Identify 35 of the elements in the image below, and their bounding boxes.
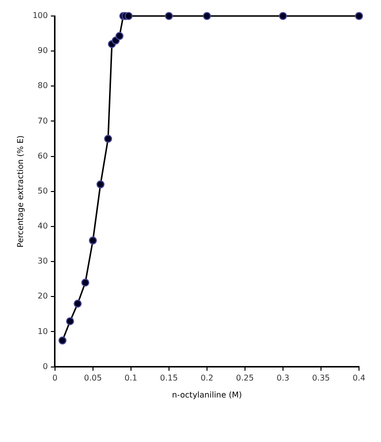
point <box>96 180 104 188</box>
point <box>58 336 66 344</box>
y-tick-label: 100 <box>32 11 48 20</box>
y-tick-label: 90 <box>38 46 48 56</box>
y-tick-label: 80 <box>38 81 48 90</box>
point <box>116 32 124 40</box>
point <box>66 317 74 326</box>
x-tick-label: 0.05 <box>84 374 102 383</box>
y-tick-label: 70 <box>38 116 48 126</box>
point <box>74 300 82 308</box>
x-tick-label: 0.4 <box>352 374 366 383</box>
y-tick-label: 0 <box>42 362 48 371</box>
x-tick-label: 0.35 <box>312 374 330 383</box>
x-tick-label: 0.25 <box>236 374 254 383</box>
x-tick-label: 0.3 <box>276 374 290 383</box>
x-tick-label: 0 <box>52 374 58 383</box>
y-tick-label: 50 <box>38 186 48 196</box>
x-tick-label: 0.15 <box>160 374 178 383</box>
y-tick-label: 60 <box>38 151 48 160</box>
point <box>355 12 363 20</box>
x-tick-label: 0.2 <box>200 374 214 383</box>
point <box>88 236 97 245</box>
point <box>164 12 173 20</box>
point <box>202 12 211 20</box>
point <box>104 134 112 143</box>
point <box>278 12 287 20</box>
y-tick-label: 40 <box>38 222 48 231</box>
x-tick-label: 0.1 <box>124 374 138 383</box>
point <box>124 12 133 20</box>
x-axis-title: n-octylaniline (M) <box>172 390 242 400</box>
y-tick-label: 10 <box>38 326 48 336</box>
y-tick-label: 20 <box>38 292 48 301</box>
point <box>81 278 90 287</box>
y-tick-label: 30 <box>38 256 48 266</box>
y-axis-title: Percentage extraction (% E) <box>16 135 25 248</box>
